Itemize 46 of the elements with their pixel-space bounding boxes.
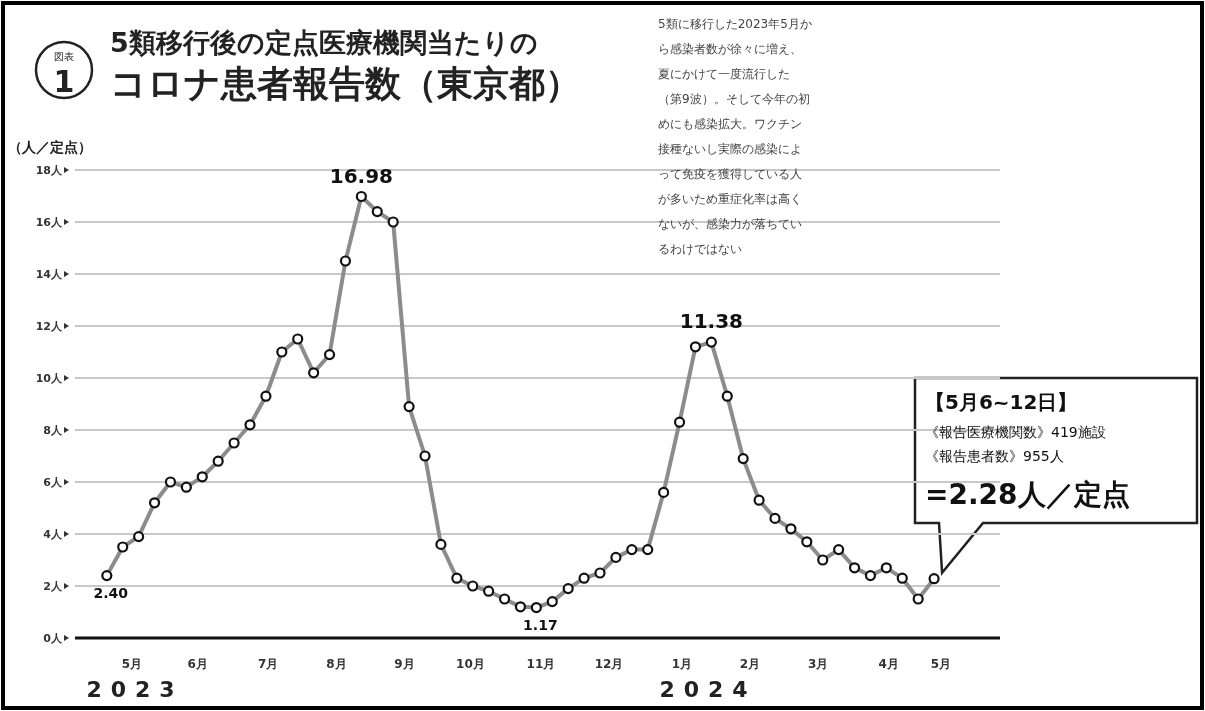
y-tick-label: 0人: [43, 632, 63, 645]
data-label: 11.38: [679, 309, 743, 334]
annotation: ら感染者数が徐々に増え、: [658, 42, 802, 56]
y-tick-label: 14人: [35, 268, 63, 281]
y-tick-label: 8人: [43, 424, 63, 437]
annotation: るわけではない: [658, 242, 742, 256]
x-tick-label: 10月: [456, 657, 485, 671]
x-tick-label: 5月: [121, 657, 142, 671]
annotation: めにも感染拡大。ワクチン: [658, 117, 802, 131]
y-tick-label: 18人: [35, 164, 63, 177]
data-label: 1.17: [523, 616, 558, 633]
x-tick-label: 6月: [187, 657, 208, 671]
annotation: （第9波）。そして今年の初: [658, 92, 810, 106]
data-label: 16.98: [329, 163, 393, 188]
x-tick-label: 8月: [326, 657, 347, 671]
x-tick-label: 5月: [930, 657, 952, 671]
y-tick-label: 2人: [43, 580, 63, 593]
annotation: ないが、感染力が落ちてい: [658, 217, 802, 231]
annotation: 《報告医療機関数》419施設: [925, 424, 1106, 440]
x-tick-label: 2月: [739, 657, 761, 671]
data-label: 2.40: [93, 584, 129, 601]
annotation: 夏にかけて一度流行した: [658, 67, 790, 81]
annotation: 2023: [86, 677, 184, 702]
x-tick-label: 3月: [808, 657, 829, 671]
annotation: って免疫を獲得している人: [658, 167, 802, 181]
x-tick-label: 9月: [394, 657, 415, 671]
annotation: =2.28人／定点: [925, 478, 1130, 511]
x-tick-label: 7月: [258, 657, 279, 671]
x-tick-label: 12月: [594, 657, 624, 671]
y-tick-label: 10人: [35, 372, 63, 385]
y-tick-label: 6人: [43, 476, 63, 489]
x-tick-label: 11月: [526, 657, 556, 671]
y-tick-label: 16人: [35, 216, 63, 229]
annotation: 2024: [659, 677, 757, 702]
y-axis-title: （人／定点）: [8, 139, 92, 155]
annotation: 5類に移行した2023年5月か: [658, 17, 812, 31]
annotation: 《報告患者数》955人: [925, 448, 1064, 464]
annotation: 接種ないし実際の感染によ: [658, 142, 802, 156]
y-tick-label: 12人: [35, 320, 63, 333]
annotation: 1: [53, 64, 75, 99]
y-tick-label: 4人: [43, 528, 63, 541]
x-tick-label: 1月: [671, 657, 692, 671]
x-tick-label: 4月: [878, 657, 899, 671]
annotation: 【5月6~12日】: [925, 390, 1078, 414]
title: 5類移行後の定点医療機関当たりの コロナ患者報告数（東京都）: [110, 27, 581, 104]
annotation: が多いため重症化率は高く: [658, 192, 802, 206]
